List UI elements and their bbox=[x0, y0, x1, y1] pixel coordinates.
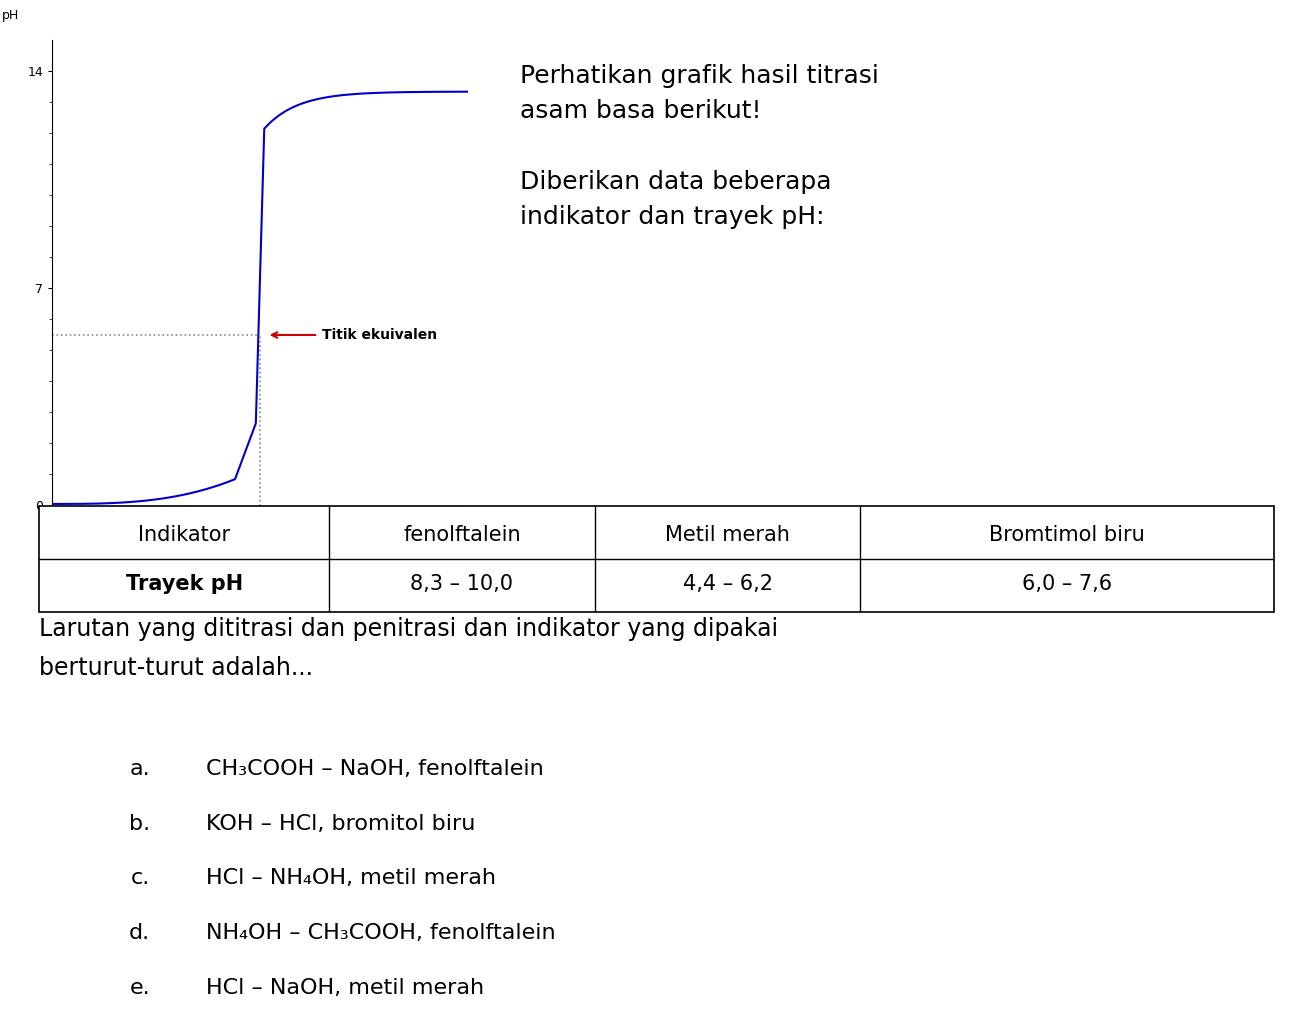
Text: Bromtimol biru: Bromtimol biru bbox=[989, 526, 1145, 545]
Text: KOH – HCl, bromitol biru: KOH – HCl, bromitol biru bbox=[205, 814, 474, 834]
Text: e.: e. bbox=[130, 978, 150, 998]
Text: HCl – NH₄OH, metil merah: HCl – NH₄OH, metil merah bbox=[205, 868, 495, 889]
Text: 8,3 – 10,0: 8,3 – 10,0 bbox=[411, 574, 514, 594]
Text: fenolftalein: fenolftalein bbox=[403, 526, 521, 545]
Text: 4,4 – 6,2: 4,4 – 6,2 bbox=[682, 574, 772, 594]
Text: d.: d. bbox=[129, 923, 150, 943]
Text: HCl – NaOH, metil merah: HCl – NaOH, metil merah bbox=[205, 978, 484, 998]
Text: NH₄OH – CH₃COOH, fenolftalein: NH₄OH – CH₃COOH, fenolftalein bbox=[205, 923, 555, 943]
Text: Perhatikan grafik hasil titrasi
asam basa berikut!

Diberikan data beberapa
indi: Perhatikan grafik hasil titrasi asam bas… bbox=[520, 64, 879, 229]
Text: Indikator: Indikator bbox=[138, 526, 230, 545]
Text: b.: b. bbox=[129, 814, 150, 834]
Text: CH₃COOH – NaOH, fenolftalein: CH₃COOH – NaOH, fenolftalein bbox=[205, 759, 543, 778]
Text: Metil merah: Metil merah bbox=[666, 526, 790, 545]
Text: 6,0 – 7,6: 6,0 – 7,6 bbox=[1022, 574, 1113, 594]
Text: c.: c. bbox=[131, 868, 150, 889]
Text: Trayek pH: Trayek pH bbox=[126, 574, 243, 594]
Text: a.: a. bbox=[130, 759, 150, 778]
Text: pH: pH bbox=[3, 9, 20, 22]
Text: Titik ekuivalen: Titik ekuivalen bbox=[322, 328, 438, 342]
Text: Larutan yang dititrasi dan penitrasi dan indikator yang dipakai
berturut-turut a: Larutan yang dititrasi dan penitrasi dan… bbox=[39, 617, 779, 680]
X-axis label: Volume basa yang ditambahkan(ml): Volume basa yang ditambahkan(ml) bbox=[147, 533, 373, 546]
